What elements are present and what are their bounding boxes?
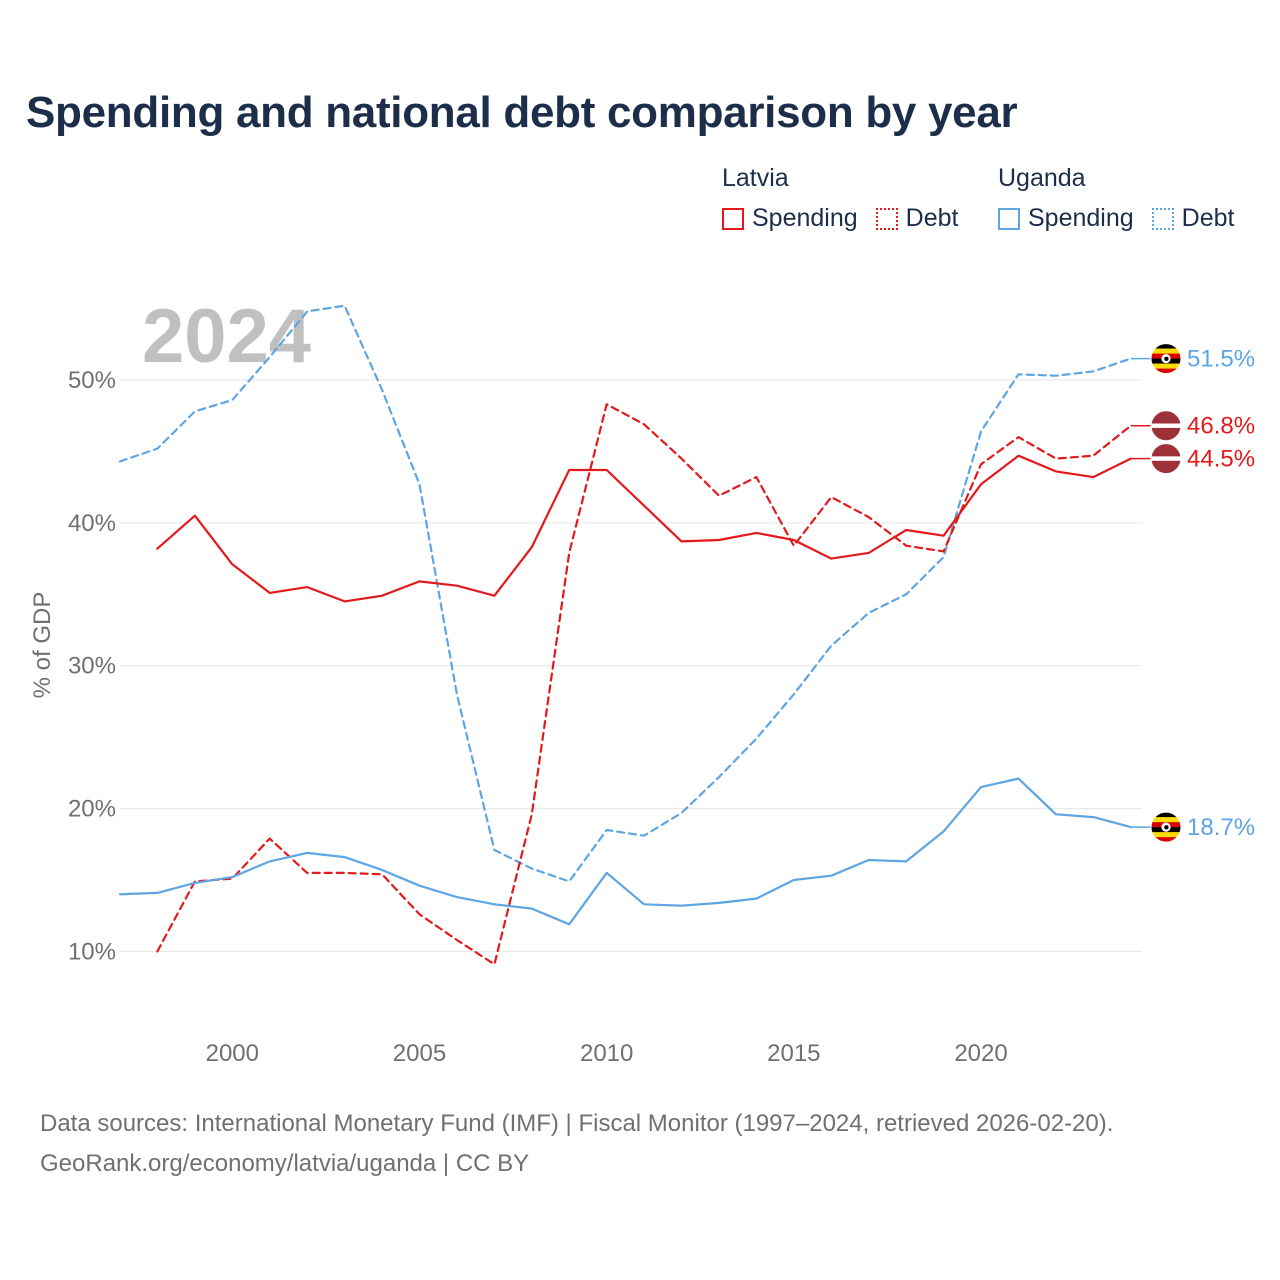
- legend-swatch-uganda-debt: [1151, 207, 1174, 230]
- end-label-layer: 51.5% 46.8% 44.5% 18.7%: [1130, 343, 1255, 843]
- legend-country-latvia: Latvia: [722, 164, 789, 192]
- legend-item-uganda-spending[interactable]: Spending: [998, 204, 1134, 233]
- series-line-uganda-debt[interactable]: [118, 304, 1132, 883]
- series-layer: [118, 304, 1132, 966]
- legend-label-latvia-spending: Spending: [752, 204, 858, 232]
- source-line-1: Data sources: International Monetary Fun…: [40, 1110, 1114, 1137]
- grid-layer: [120, 379, 1142, 952]
- chart-title: Spending and national debt comparison by…: [26, 88, 1018, 137]
- legend-label-uganda-spending: Spending: [1028, 204, 1134, 232]
- legend-item-latvia-debt[interactable]: Debt: [875, 204, 959, 233]
- legend-item-uganda-debt[interactable]: Debt: [1151, 204, 1235, 233]
- legend-country-uganda: Uganda: [998, 164, 1086, 192]
- series-line-uganda-spending[interactable]: [118, 777, 1132, 926]
- x-tick-label: 2020: [954, 1040, 1007, 1067]
- uganda-flag-icon: [1150, 811, 1182, 843]
- end-label-uganda-spending: 18.7%: [1187, 814, 1255, 841]
- legend-group-uganda: Uganda Spending Debt: [998, 162, 1234, 233]
- legend-swatch-latvia-debt: [875, 207, 898, 230]
- legend-item-latvia-spending[interactable]: Spending: [722, 204, 858, 233]
- year-watermark: 2024: [142, 294, 311, 379]
- axis-layer: 10% 20% 30% 40% 50% 2000 2005 2010 2015 2020: [68, 367, 1008, 1067]
- latvia-flag-icon: [1150, 443, 1182, 475]
- series-line-latvia-spending[interactable]: [156, 454, 1132, 603]
- end-label-uganda-debt: 51.5%: [1187, 346, 1255, 373]
- end-label-latvia-spending: 44.5%: [1187, 446, 1255, 473]
- y-axis-label: % of GDP: [29, 592, 56, 699]
- series-line-latvia-debt[interactable]: [156, 403, 1132, 966]
- source-note: Data sources: International Monetary Fun…: [40, 1104, 1113, 1184]
- legend-label-latvia-debt: Debt: [905, 204, 959, 232]
- source-line-2[interactable]: GeoRank.org/economy/latvia/uganda | CC B…: [40, 1150, 530, 1177]
- legend-group-latvia: Latvia Spending Debt: [722, 162, 976, 233]
- uganda-flag-icon: [1150, 343, 1182, 375]
- legend-label-uganda-debt: Debt: [1181, 204, 1235, 232]
- y-tick-label: 10%: [68, 938, 116, 965]
- y-tick-label: 50%: [68, 367, 116, 394]
- y-tick-label: 20%: [68, 796, 116, 823]
- legend-swatch-uganda-spending: [998, 207, 1020, 230]
- y-tick-label: 40%: [68, 510, 116, 537]
- legend-swatch-latvia-spending: [722, 207, 744, 230]
- y-tick-label: 30%: [68, 653, 116, 680]
- end-label-latvia-debt: 46.8%: [1187, 413, 1255, 440]
- x-tick-label: 2010: [580, 1040, 633, 1067]
- x-tick-label: 2000: [206, 1040, 259, 1067]
- x-tick-label: 2005: [393, 1040, 446, 1067]
- x-tick-label: 2015: [767, 1040, 820, 1067]
- latvia-flag-icon: [1150, 410, 1182, 442]
